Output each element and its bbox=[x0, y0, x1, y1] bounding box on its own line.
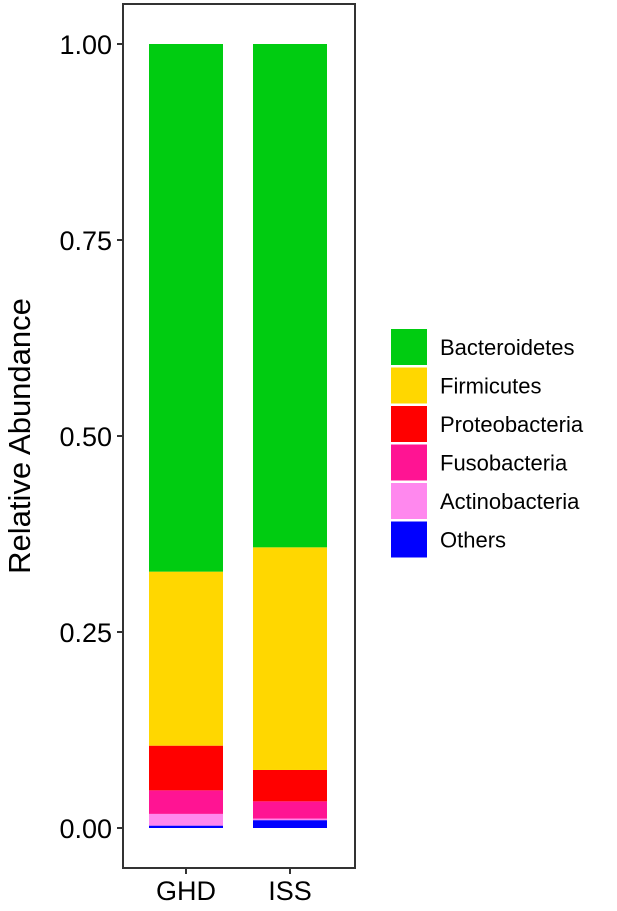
x-tick-label-ghd: GHD bbox=[156, 876, 216, 906]
bar-segment-ghd-bacteroidetes bbox=[149, 44, 223, 572]
legend-key-actinobacteria bbox=[391, 483, 427, 519]
bar-segment-ghd-firmicutes bbox=[149, 571, 223, 746]
y-tick-label: 0.50 bbox=[59, 422, 112, 452]
legend-key-proteobacteria bbox=[391, 406, 427, 442]
legend-label-actinobacteria: Actinobacteria bbox=[440, 489, 580, 514]
legend-label-firmicutes: Firmicutes bbox=[440, 374, 541, 399]
bar-segment-ghd-fusobacteria bbox=[149, 790, 223, 814]
y-tick-label: 0.75 bbox=[59, 226, 112, 256]
bar-segment-ghd-actinobacteria bbox=[149, 813, 223, 826]
x-tick-label-iss: ISS bbox=[268, 876, 312, 906]
legend-key-bacteroidetes bbox=[391, 329, 427, 365]
y-tick-label: 1.00 bbox=[59, 30, 112, 60]
legend-label-bacteroidetes: Bacteroidetes bbox=[440, 335, 575, 360]
legend-key-others bbox=[391, 521, 427, 558]
bar-segment-iss-bacteroidetes bbox=[253, 44, 327, 548]
legend-key-firmicutes bbox=[391, 367, 427, 404]
bar-segment-iss-proteobacteria bbox=[253, 769, 327, 802]
y-axis-title: Relative Abundance bbox=[2, 298, 37, 574]
bar-segment-iss-others bbox=[253, 820, 327, 828]
legend-label-proteobacteria: Proteobacteria bbox=[440, 412, 584, 437]
bars-layer bbox=[149, 44, 327, 828]
y-tick-label: 0.25 bbox=[59, 618, 112, 648]
legend-label-fusobacteria: Fusobacteria bbox=[440, 451, 568, 476]
bar-segment-ghd-proteobacteria bbox=[149, 745, 223, 791]
y-axis: 0.00 0.25 0.50 0.75 1.00 bbox=[59, 30, 123, 844]
legend: Bacteroidetes Firmicutes Proteobacteria Fus… bbox=[391, 329, 584, 558]
bar-segment-iss-firmicutes bbox=[253, 547, 327, 770]
legend-label-others: Others bbox=[440, 528, 506, 553]
y-tick-label: 0.00 bbox=[59, 814, 112, 844]
bar-segment-iss-fusobacteria bbox=[253, 801, 327, 819]
bar-segment-ghd-others bbox=[149, 825, 223, 828]
bar-segment-iss-actinobacteria bbox=[253, 818, 327, 821]
x-axis: GHD ISS bbox=[156, 868, 312, 906]
legend-key-fusobacteria bbox=[391, 444, 427, 481]
